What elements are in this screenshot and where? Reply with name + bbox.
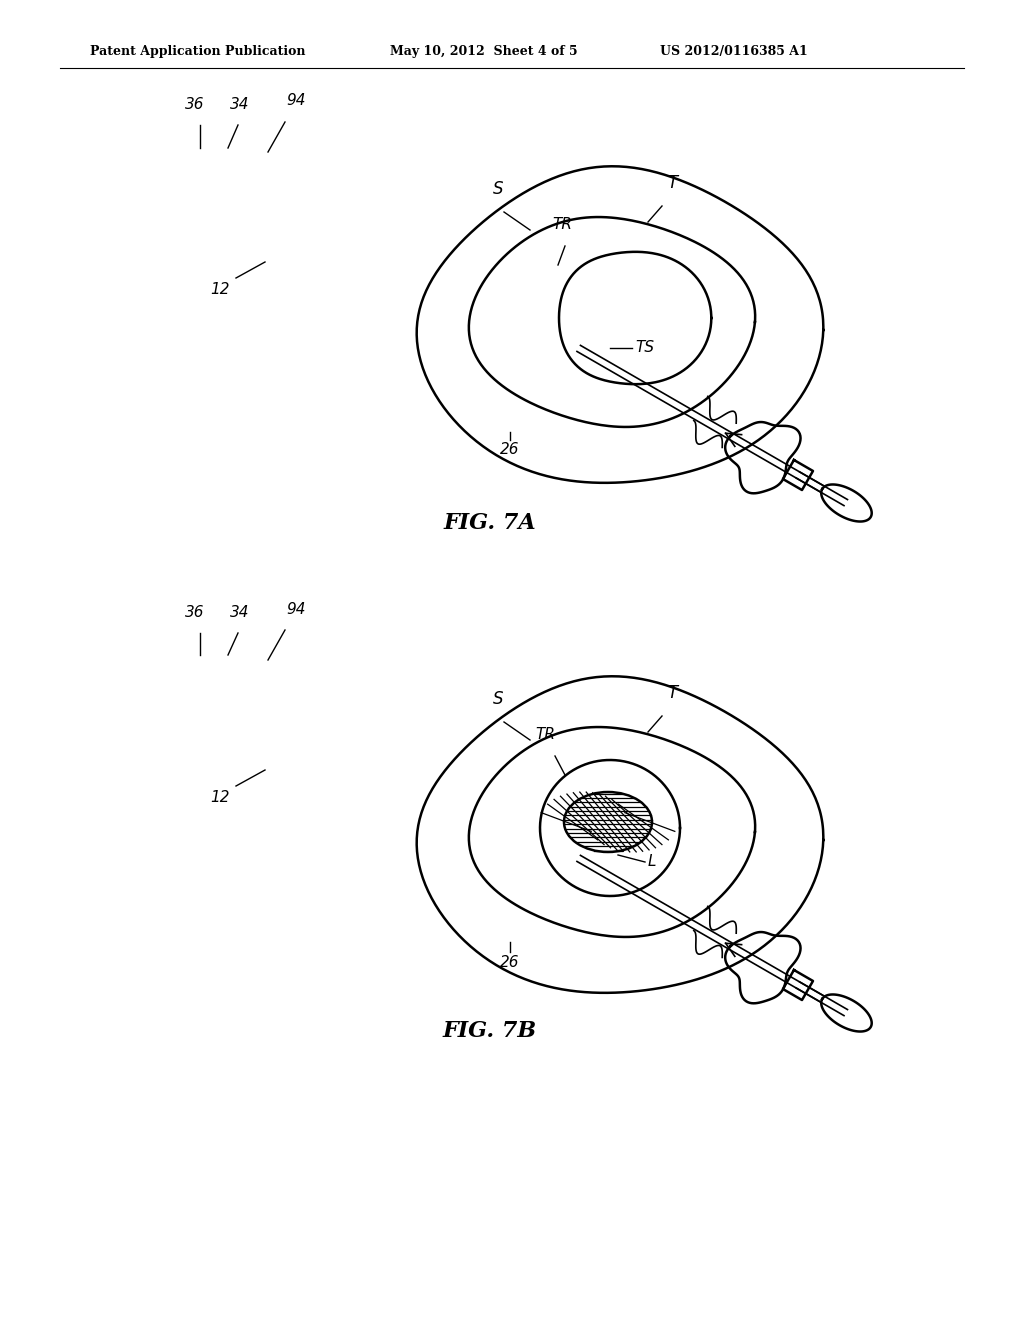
Text: T: T [667, 684, 677, 702]
Text: 12: 12 [210, 789, 229, 805]
Text: US 2012/0116385 A1: US 2012/0116385 A1 [660, 45, 808, 58]
Text: 26: 26 [501, 442, 520, 457]
Text: S: S [493, 690, 503, 708]
Text: 12: 12 [210, 282, 229, 297]
Text: TS: TS [635, 341, 654, 355]
Text: TR: TR [535, 727, 555, 742]
Text: TR: TR [552, 216, 572, 232]
Text: FIG. 7B: FIG. 7B [443, 1020, 537, 1041]
Text: S: S [493, 180, 503, 198]
Text: Patent Application Publication: Patent Application Publication [90, 45, 305, 58]
Text: FIG. 7A: FIG. 7A [443, 512, 537, 535]
Text: May 10, 2012  Sheet 4 of 5: May 10, 2012 Sheet 4 of 5 [390, 45, 578, 58]
Text: 94: 94 [287, 602, 306, 616]
Text: 36: 36 [185, 96, 205, 112]
Text: L: L [648, 854, 656, 870]
Text: 34: 34 [230, 96, 250, 112]
Text: 34: 34 [230, 605, 250, 620]
Text: T: T [667, 174, 677, 191]
Text: 26: 26 [501, 954, 520, 970]
Text: 94: 94 [287, 92, 306, 108]
Text: 36: 36 [185, 605, 205, 620]
